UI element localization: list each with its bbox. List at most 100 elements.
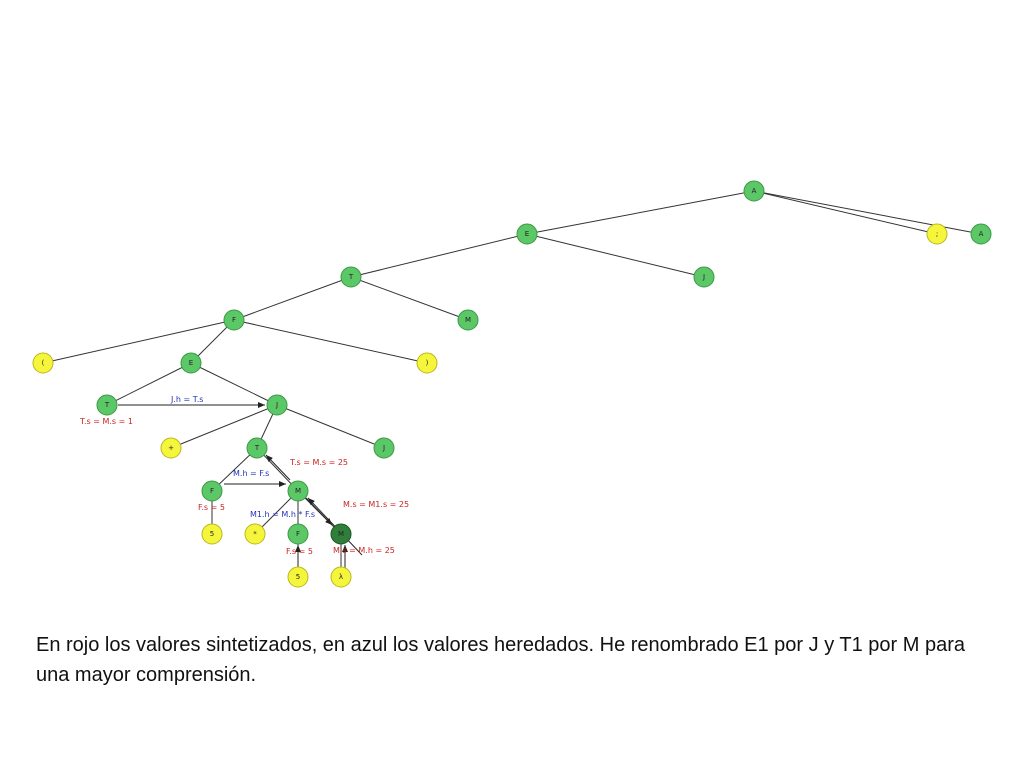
arrow-m-to-t (265, 454, 291, 481)
node-label: F (232, 316, 236, 324)
node-M1[interactable]: M (287, 480, 309, 502)
node-circle (266, 394, 288, 416)
edge-E1-J1 (190, 362, 278, 406)
node-circle (330, 523, 352, 545)
node-circle (287, 523, 309, 545)
node-label: 5 (296, 573, 300, 581)
node-circle (457, 309, 479, 331)
node-circle (32, 352, 54, 374)
node-label: ) (426, 359, 429, 367)
node-semi[interactable]: ; (926, 223, 948, 245)
ann-m1h: M1.h = M.h * F.s (250, 510, 315, 519)
node-label: T (254, 444, 260, 452)
node-T2[interactable]: T (246, 437, 268, 459)
node-label: T (104, 401, 110, 409)
node-circle (287, 566, 309, 588)
node-circle (223, 309, 245, 331)
node-circle (373, 437, 395, 459)
node-label: F (296, 530, 300, 538)
node-circle (516, 223, 538, 245)
edge-F0-rp (233, 319, 428, 364)
edge-A0-semi (753, 190, 938, 235)
node-A0[interactable]: A (743, 180, 765, 202)
node-label: J (275, 401, 278, 409)
node-circle (201, 523, 223, 545)
node-E1[interactable]: E (180, 352, 202, 374)
ann-fs1: F.s = 5 (198, 503, 225, 512)
node-label: * (253, 530, 257, 538)
node-J1[interactable]: J (266, 394, 288, 416)
parse-tree-diagram: A E; A T J F M ( E) T J + T J F M 5 * F M 5 λ J.h = T.s T.s = … (32, 180, 992, 588)
node-label: J (702, 273, 705, 281)
node-five1[interactable]: 5 (201, 523, 223, 545)
node-label: J (382, 444, 385, 452)
ann-ms1: M.s = M1.s = 25 (343, 500, 409, 509)
node-circle (340, 266, 362, 288)
node-circle (244, 523, 266, 545)
node-five2[interactable]: 5 (287, 566, 309, 588)
node-label: M (465, 316, 471, 324)
edge-T0-M0 (350, 276, 469, 321)
node-circle (416, 352, 438, 374)
edge-E1-T1 (106, 362, 192, 406)
tree-edges (42, 190, 982, 577)
node-circle (96, 394, 118, 416)
edge-J1-plus (170, 404, 278, 449)
node-F1[interactable]: F (201, 480, 223, 502)
node-plus[interactable]: + (160, 437, 182, 459)
node-label: E (189, 359, 193, 367)
node-circle (693, 266, 715, 288)
ann-ts1: T.s = M.s = 1 (79, 417, 133, 426)
node-J0[interactable]: J (693, 266, 715, 288)
node-label: A (752, 187, 757, 195)
node-M2[interactable]: M (330, 523, 352, 545)
node-label: + (168, 444, 174, 452)
node-M0[interactable]: M (457, 309, 479, 331)
node-J2[interactable]: J (373, 437, 395, 459)
node-star[interactable]: * (244, 523, 266, 545)
node-label: T (348, 273, 354, 281)
attribute-flow-arrows (118, 402, 363, 568)
edge-T0-F0 (233, 276, 352, 321)
node-circle (201, 480, 223, 502)
node-circle (330, 566, 352, 588)
node-label: M (295, 487, 301, 495)
node-label: M (338, 530, 344, 538)
edge-F0-lp (42, 319, 235, 364)
node-circle (160, 437, 182, 459)
tree-nodes: A E; A T J F M ( E) T J + T J F M 5 * F M 5 λ (32, 180, 992, 588)
caption-text: En rojo los valores sintetizados, en azu… (36, 634, 966, 686)
edge-E0-J0 (526, 233, 705, 278)
node-E0[interactable]: E (516, 223, 538, 245)
node-F0[interactable]: F (223, 309, 245, 331)
node-label: A (979, 230, 984, 238)
edge-A0-E0 (526, 190, 755, 235)
node-circle (970, 223, 992, 245)
node-label: ; (936, 230, 938, 238)
node-T0[interactable]: T (340, 266, 362, 288)
node-A1[interactable]: A (970, 223, 992, 245)
node-circle (180, 352, 202, 374)
node-circle (926, 223, 948, 245)
ann-ts25: T.s = M.s = 25 (289, 458, 348, 467)
node-circle (743, 180, 765, 202)
ann-fs2: F.s = 5 (286, 547, 313, 556)
node-label: E (525, 230, 529, 238)
edge-J1-J2 (276, 404, 385, 449)
node-lp[interactable]: ( (32, 352, 54, 374)
node-label: λ (339, 573, 343, 581)
ann-mh: M.h = F.s (233, 469, 269, 478)
node-circle (287, 480, 309, 502)
node-F2[interactable]: F (287, 523, 309, 545)
node-label: ( (42, 359, 45, 367)
ann-jh: J.h = T.s (170, 395, 203, 404)
node-T1[interactable]: T (96, 394, 118, 416)
node-circle (246, 437, 268, 459)
node-rp[interactable]: ) (416, 352, 438, 374)
node-lambda[interactable]: λ (330, 566, 352, 588)
ann-msh: M.s = M.h = 25 (333, 546, 395, 555)
edge-A0-A1 (753, 190, 982, 235)
attribute-annotations: J.h = T.s T.s = M.s = 1 T.s = M.s = 25 M.h … (79, 395, 409, 556)
node-label: F (210, 487, 214, 495)
edge-E0-T0 (350, 233, 528, 278)
